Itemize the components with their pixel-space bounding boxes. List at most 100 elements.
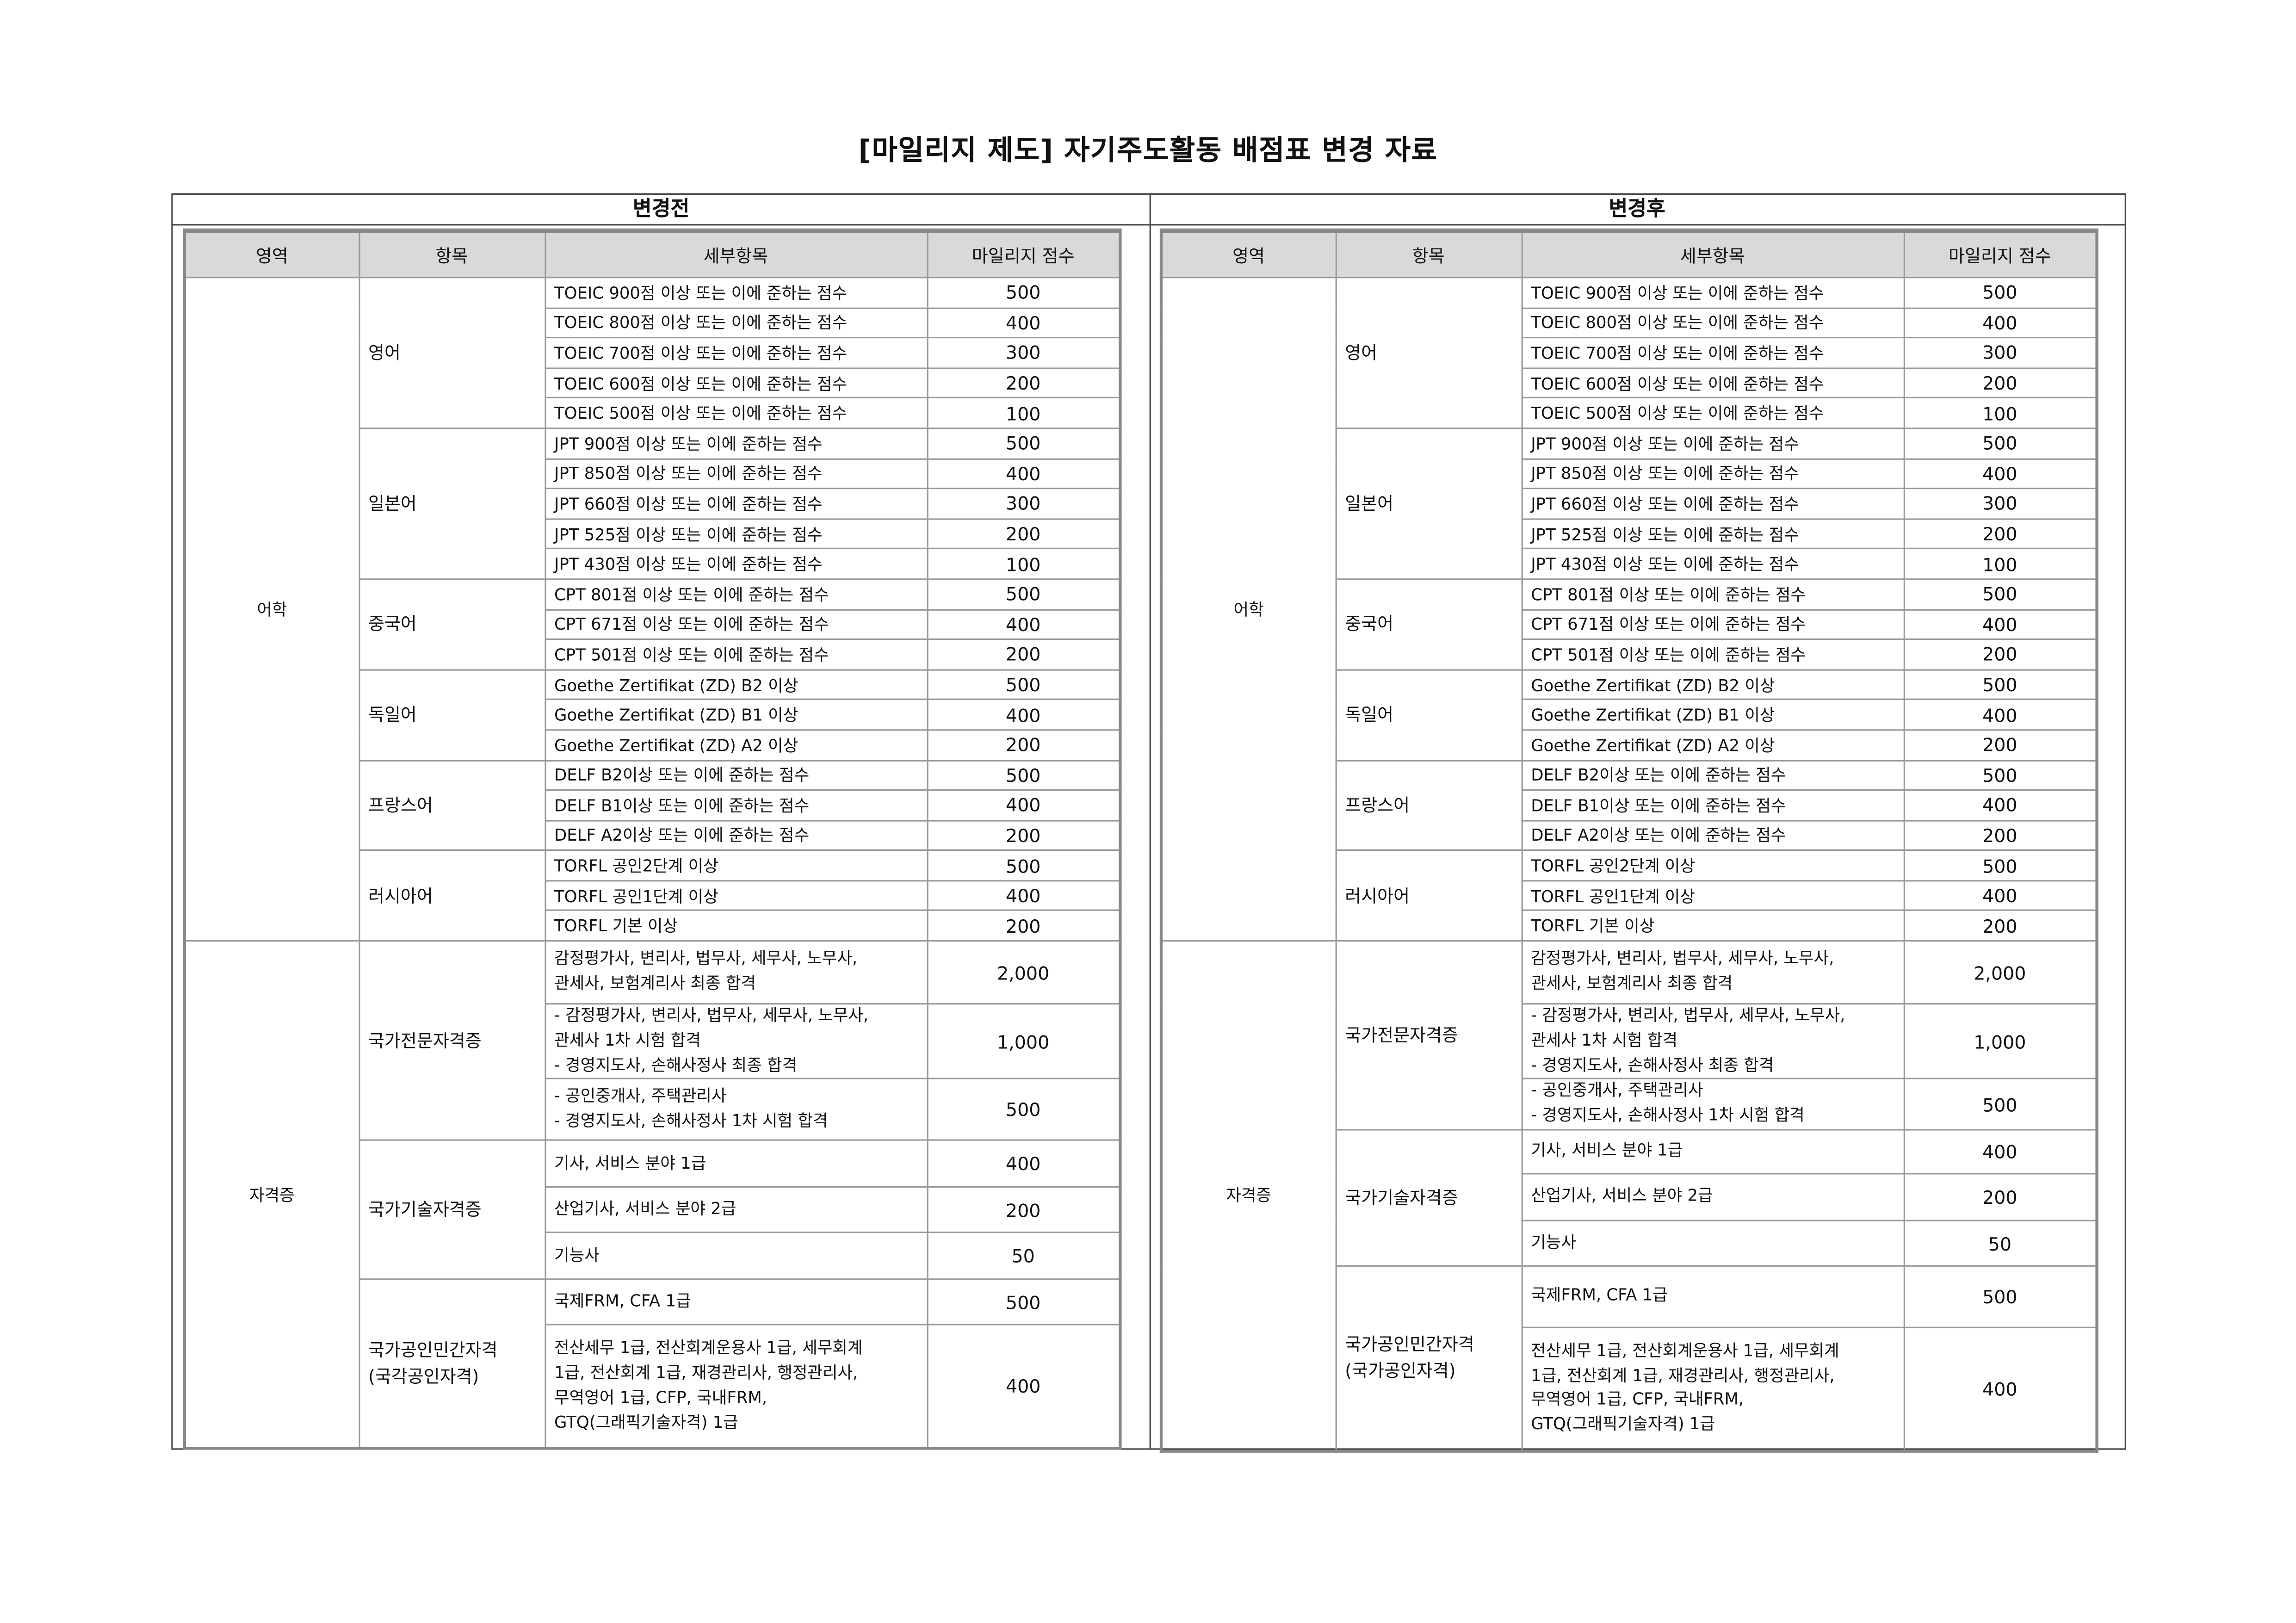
item-cell: 러시아어 <box>358 849 546 942</box>
detail-cell: JPT 900점 이상 또는 이에 준하는 점수 <box>544 427 928 459</box>
item-cell: 일본어 <box>358 427 546 580</box>
table-row: 자격증 국가전문자격증 감정평가사, 변리사, 법무사, 세무사, 노무사, 관세사… <box>184 940 1121 1449</box>
detail-cell: TOEIC 700점 이상 또는 이에 준하는 점수 <box>1521 337 1905 369</box>
table-row: JPT 850점 이상 또는 이에 준하는 점수 400 <box>185 458 1121 489</box>
mileage-points-cell: 400 <box>1903 789 2098 821</box>
mileage-points-cell: 500 <box>1903 1078 2098 1131</box>
detail-cell: 산업기사, 서비스 분야 2급 <box>544 1187 928 1234</box>
before-table: 영역 항목 세부항목 마일리지 점수 어학 영어 TOEIC 900점 이상 또는 이에 준… <box>183 228 1122 1450</box>
area-cell: 자격증 <box>184 940 360 1449</box>
mileage-points-cell: 100 <box>1903 548 2098 580</box>
mileage-points-cell: 200 <box>1903 518 2098 550</box>
item-cell: 국가기술자격증 <box>1335 1129 1522 1267</box>
table-row: TOEIC 500점 이상 또는 이에 준하는 점수 100 <box>185 397 1121 429</box>
item-cell: 중국어 <box>1335 578 1522 670</box>
mileage-points-cell: 500 <box>1903 277 2098 309</box>
table-row: - 감정평가사, 변리사, 법무사, 세무사, 노무사, 관세사 1차 시험 합… <box>1161 1003 2098 1080</box>
table-row: 자격증 국가전문자격증 감정평가사, 변리사, 법무사, 세무사, 노무사, 관세사… <box>1160 940 2098 1451</box>
item-cell: 프랑스어 <box>1335 759 1522 851</box>
detail-cell: Goethe Zertifikat (ZD) B1 이상 <box>544 699 928 731</box>
column-header: 항목 <box>1335 228 1522 279</box>
detail-cell: 국제FRM, CFA 1급 <box>544 1279 928 1326</box>
mileage-points-cell: 200 <box>1903 1173 2098 1221</box>
mileage-points-cell: 200 <box>926 819 1121 851</box>
detail-cell: CPT 801점 이상 또는 이에 준하는 점수 <box>1521 578 1905 610</box>
detail-cell: TOEIC 600점 이상 또는 이에 준하는 점수 <box>544 367 928 399</box>
mileage-points-cell: 500 <box>1903 849 2098 882</box>
item-cell: 영어 <box>358 277 546 429</box>
area-cell: 자격증 <box>1160 940 1337 1451</box>
mileage-points-cell: 100 <box>926 548 1121 580</box>
mileage-points-cell: 400 <box>1903 1129 2098 1175</box>
item-cell: 영어 <box>1335 277 1522 429</box>
detail-cell: 전산세무 1급, 전산회계운용사 1급, 세무회계 1급, 전산회계 1급, 재… <box>544 1324 928 1449</box>
header-row: 영역 항목 세부항목 마일리지 점수 <box>184 228 1121 279</box>
mileage-points-cell: 50 <box>926 1232 1121 1281</box>
detail-cell: TORFL 공인2단계 이상 <box>1521 849 1905 882</box>
mileage-points-cell: 200 <box>1903 729 2098 761</box>
detail-cell: 기능사 <box>1521 1220 1905 1267</box>
table-row: 러시아어 TORFL 공인2단계 이상 500 <box>185 849 1121 942</box>
mileage-points-cell: 400 <box>926 458 1121 489</box>
mileage-points-cell: 200 <box>1903 367 2098 399</box>
mileage-points-cell: 500 <box>1903 427 2098 459</box>
table-row: 프랑스어 DELF B2이상 또는 이에 준하는 점수 500 <box>1161 759 2098 851</box>
table-row: CPT 671점 이상 또는 이에 준하는 점수 400 <box>1161 608 2098 640</box>
mileage-points-cell: 300 <box>926 488 1121 520</box>
detail-cell: DELF A2이상 또는 이에 준하는 점수 <box>544 819 928 851</box>
mileage-points-cell: 500 <box>1903 669 2098 700</box>
mileage-points-cell: 400 <box>1903 307 2098 339</box>
detail-cell: - 공인중개사, 주택관리사 - 경영지도사, 손해사정사 1차 시험 합격 <box>1521 1078 1905 1131</box>
table-row: TOEIC 600점 이상 또는 이에 준하는 점수 200 <box>1161 367 2098 399</box>
item-cell: 국가공인민간자격 (국각공인자격) <box>358 1279 546 1449</box>
table-row: CPT 501점 이상 또는 이에 준하는 점수 200 <box>1161 638 2098 670</box>
table-row: TORFL 기본 이상 200 <box>185 910 1121 942</box>
document-title: [마일리지 제도] 자기주도활동 배점표 변경 자료 <box>858 135 1438 167</box>
detail-cell: DELF B1이상 또는 이에 준하는 점수 <box>1521 789 1905 821</box>
table-row: - 공인중개사, 주택관리사 - 경영지도사, 손해사정사 1차 시험 합격 50… <box>1161 1078 2098 1131</box>
table-row: 전산세무 1급, 전산회계운용사 1급, 세무회계 1급, 전산회계 1급, 재… <box>185 1324 1121 1449</box>
item-cell: 러시아어 <box>1335 849 1522 942</box>
item-cell: 국가기술자격증 <box>358 1140 546 1281</box>
table-row: TOEIC 800점 이상 또는 이에 준하는 점수 400 <box>1161 307 2098 339</box>
table-row: 프랑스어 DELF B2이상 또는 이에 준하는 점수 500 <box>185 759 1121 851</box>
table-row: JPT 850점 이상 또는 이에 준하는 점수 400 <box>1161 458 2098 489</box>
detail-cell: JPT 525점 이상 또는 이에 준하는 점수 <box>544 518 928 550</box>
detail-cell: 산업기사, 서비스 분야 2급 <box>1521 1173 1905 1221</box>
mileage-points-cell: 200 <box>1903 910 2098 942</box>
mileage-points-cell: 200 <box>926 910 1121 942</box>
mileage-points-cell: 50 <box>1903 1220 2098 1267</box>
detail-cell: CPT 671점 이상 또는 이에 준하는 점수 <box>1521 608 1905 640</box>
before-title: 변경전 <box>173 195 1150 226</box>
before-panel: 변경전 영역 항목 세부항목 마일리지 점수 어학 영어 TOEIC 900점 이상 또는 … <box>173 194 1151 1450</box>
after-table: 영역 항목 세부항목 마일리지 점수 어학 영어 TOEIC 900점 이상 또는 이에 준… <box>1159 228 2098 1452</box>
detail-cell: TOEIC 600점 이상 또는 이에 준하는 점수 <box>1521 367 1905 399</box>
mileage-points-cell: 400 <box>1903 458 2098 489</box>
mileage-points-cell: 200 <box>1903 819 2098 851</box>
detail-cell: JPT 850점 이상 또는 이에 준하는 점수 <box>544 458 928 489</box>
detail-cell: TORFL 공인1단계 이상 <box>544 880 928 912</box>
table-row: 독일어 Goethe Zertifikat (ZD) B2 이상 500 <box>1161 669 2098 761</box>
header-row: 영역 항목 세부항목 마일리지 점수 <box>1160 228 2098 279</box>
table-row: TOEIC 600점 이상 또는 이에 준하는 점수 200 <box>185 367 1121 399</box>
table-row: Goethe Zertifikat (ZD) B1 이상 400 <box>185 699 1121 731</box>
detail-cell: Goethe Zertifikat (ZD) A2 이상 <box>1521 729 1905 761</box>
table-row: 일본어 JPT 900점 이상 또는 이에 준하는 점수 500 <box>1161 427 2098 580</box>
table-row: TORFL 공인1단계 이상 400 <box>1161 880 2098 912</box>
detail-cell: 감정평가사, 변리사, 법무사, 세무사, 노무사, 관세사, 보험계리사 최종… <box>544 940 928 1005</box>
detail-cell: TOEIC 900점 이상 또는 이에 준하는 점수 <box>544 277 928 309</box>
detail-cell: TORFL 기본 이상 <box>544 910 928 942</box>
detail-cell: Goethe Zertifikat (ZD) B2 이상 <box>544 669 928 700</box>
table-row: 어학 영어 TOEIC 900점 이상 또는 이에 준하는 점수 500 <box>1160 277 2098 942</box>
detail-cell: Goethe Zertifikat (ZD) B2 이상 <box>1521 669 1905 700</box>
mileage-points-cell: 500 <box>926 759 1121 791</box>
detail-cell: - 감정평가사, 변리사, 법무사, 세무사, 노무사, 관세사 1차 시험 합… <box>544 1003 928 1080</box>
column-header: 마일리지 점수 <box>1903 228 2098 279</box>
table-row: Goethe Zertifikat (ZD) A2 이상 200 <box>185 729 1121 761</box>
detail-cell: CPT 801점 이상 또는 이에 준하는 점수 <box>544 578 928 610</box>
mileage-points-cell: 500 <box>926 578 1121 610</box>
item-cell: 중국어 <box>358 578 546 670</box>
mileage-points-cell: 500 <box>926 1078 1121 1142</box>
item-cell: 독일어 <box>358 669 546 761</box>
detail-cell: JPT 660점 이상 또는 이에 준하는 점수 <box>544 488 928 520</box>
